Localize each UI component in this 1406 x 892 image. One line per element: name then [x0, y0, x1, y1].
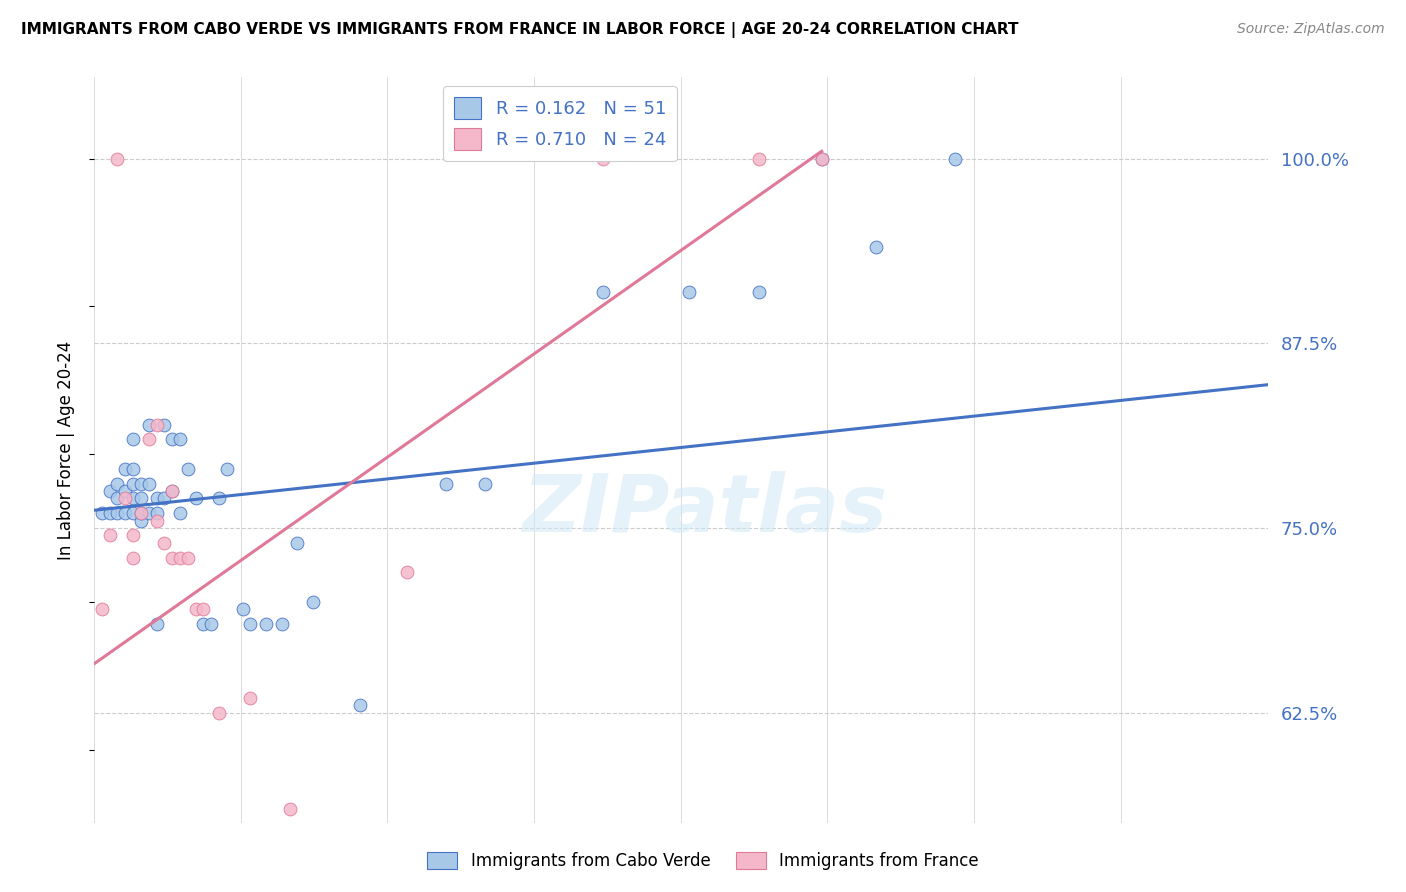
Point — [193, 617, 215, 632]
Point — [122, 528, 145, 542]
Point — [395, 566, 418, 580]
Point — [810, 152, 832, 166]
Point — [748, 152, 770, 166]
Point — [129, 514, 152, 528]
Point — [254, 617, 277, 632]
Point — [160, 550, 183, 565]
Text: Source: ZipAtlas.com: Source: ZipAtlas.com — [1237, 22, 1385, 37]
Point — [943, 152, 966, 166]
Point — [302, 595, 325, 609]
Point — [114, 462, 136, 476]
Point — [184, 602, 207, 616]
Point — [177, 550, 200, 565]
Point — [145, 491, 167, 506]
Point — [208, 706, 231, 720]
Point — [107, 476, 129, 491]
Point — [90, 602, 112, 616]
Point — [232, 602, 254, 616]
Point — [865, 240, 887, 254]
Point — [122, 491, 145, 506]
Point — [107, 491, 129, 506]
Point — [153, 491, 176, 506]
Point — [474, 476, 496, 491]
Point — [129, 491, 152, 506]
Point — [349, 698, 371, 713]
Point — [193, 602, 215, 616]
Point — [129, 476, 152, 491]
Point — [122, 462, 145, 476]
Point — [153, 536, 176, 550]
Point — [810, 152, 832, 166]
Point — [145, 417, 167, 432]
Point — [138, 417, 160, 432]
Point — [114, 506, 136, 520]
Point — [592, 152, 614, 166]
Point — [160, 433, 183, 447]
Point — [98, 528, 121, 542]
Point — [270, 617, 292, 632]
Text: IMMIGRANTS FROM CABO VERDE VS IMMIGRANTS FROM FRANCE IN LABOR FORCE | AGE 20-24 : IMMIGRANTS FROM CABO VERDE VS IMMIGRANTS… — [21, 22, 1018, 38]
Point — [122, 476, 145, 491]
Point — [129, 506, 152, 520]
Legend: R = 0.162   N = 51, R = 0.710   N = 24: R = 0.162 N = 51, R = 0.710 N = 24 — [443, 87, 676, 161]
Point — [278, 802, 301, 816]
Point — [98, 484, 121, 499]
Point — [114, 491, 136, 506]
Point — [122, 506, 145, 520]
Point — [107, 506, 129, 520]
Point — [90, 506, 112, 520]
Point — [169, 506, 191, 520]
Point — [138, 506, 160, 520]
Point — [239, 690, 262, 705]
Point — [160, 484, 183, 499]
Point — [122, 550, 145, 565]
Point — [169, 433, 191, 447]
Point — [138, 433, 160, 447]
Legend: Immigrants from Cabo Verde, Immigrants from France: Immigrants from Cabo Verde, Immigrants f… — [420, 845, 986, 877]
Point — [184, 491, 207, 506]
Point — [215, 462, 238, 476]
Point — [169, 550, 191, 565]
Point — [145, 506, 167, 520]
Point — [200, 617, 222, 632]
Y-axis label: In Labor Force | Age 20-24: In Labor Force | Age 20-24 — [58, 341, 75, 560]
Point — [160, 484, 183, 499]
Point — [122, 433, 145, 447]
Point — [678, 285, 700, 299]
Point — [145, 514, 167, 528]
Point — [129, 506, 152, 520]
Point — [287, 536, 309, 550]
Point — [239, 617, 262, 632]
Point — [98, 506, 121, 520]
Point — [107, 152, 129, 166]
Point — [114, 484, 136, 499]
Point — [145, 617, 167, 632]
Point — [592, 285, 614, 299]
Point — [177, 462, 200, 476]
Point — [434, 476, 457, 491]
Text: ZIPatlas: ZIPatlas — [522, 471, 887, 549]
Point — [208, 491, 231, 506]
Point — [153, 417, 176, 432]
Point — [748, 285, 770, 299]
Point — [138, 476, 160, 491]
